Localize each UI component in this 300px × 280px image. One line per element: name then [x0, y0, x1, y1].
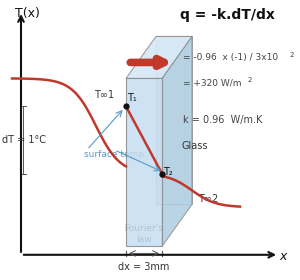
Text: T∞1: T∞1 [94, 90, 114, 100]
Text: T₁: T₁ [128, 93, 137, 103]
Polygon shape [126, 36, 192, 78]
Text: k = 0.96  W/m.K: k = 0.96 W/m.K [183, 115, 262, 125]
Polygon shape [162, 36, 192, 246]
Text: T₂: T₂ [164, 167, 173, 177]
Text: = +320 W/m: = +320 W/m [183, 78, 242, 87]
Text: q = -k.dT/dx: q = -k.dT/dx [180, 8, 275, 22]
Text: = -0.96  x (-1) / 3x10: = -0.96 x (-1) / 3x10 [183, 53, 278, 62]
Polygon shape [126, 78, 162, 246]
Text: T(x): T(x) [15, 7, 40, 20]
Text: Fourier's
law: Fourier's law [124, 224, 164, 244]
Text: surface temp.: surface temp. [84, 150, 147, 159]
Polygon shape [156, 36, 192, 204]
Text: dT = 1°C: dT = 1°C [2, 135, 46, 145]
Text: Glass: Glass [182, 141, 208, 151]
Text: dx = 3mm: dx = 3mm [118, 262, 170, 272]
Text: 2: 2 [290, 52, 294, 58]
Text: x: x [280, 250, 287, 263]
Text: 2: 2 [248, 77, 252, 83]
Text: T∞2: T∞2 [198, 193, 218, 204]
